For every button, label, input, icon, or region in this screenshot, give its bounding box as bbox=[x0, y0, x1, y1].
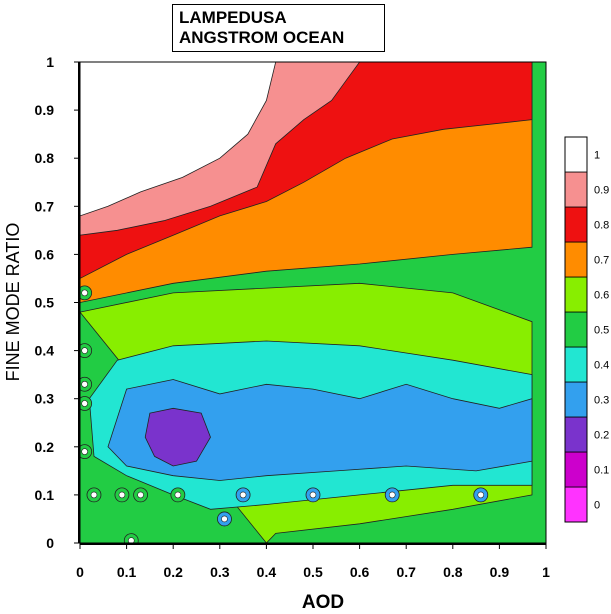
contour-spot-center-3 bbox=[137, 491, 144, 499]
y-tick-label-0: 0 bbox=[46, 535, 54, 551]
colorbar-label-2: 0.2 bbox=[594, 430, 609, 442]
colorbar-label-5: 0.5 bbox=[594, 325, 609, 337]
colorbar-swatch-10 bbox=[564, 136, 588, 173]
x-axis-label: AOD bbox=[302, 592, 344, 613]
colorbar-swatch-3 bbox=[564, 381, 588, 418]
x-tick-label-2: 0.2 bbox=[163, 564, 183, 580]
contour-spot-center-12 bbox=[309, 491, 317, 499]
y-tick-label-1: 0.1 bbox=[35, 487, 55, 503]
x-tick-label-8: 0.8 bbox=[443, 564, 463, 580]
y-tick-label-7: 0.7 bbox=[35, 198, 55, 214]
x-tick-label-1: 0.1 bbox=[117, 564, 137, 580]
colorbar-swatch-1 bbox=[564, 451, 588, 488]
colorbar-label-9: 0.9 bbox=[594, 185, 609, 197]
x-tick-label-9: 0.9 bbox=[490, 564, 510, 580]
contour-spot-center-14 bbox=[477, 491, 485, 499]
contour-spot-center-6 bbox=[81, 400, 88, 407]
contour-band-4 bbox=[80, 62, 277, 217]
y-tick-label-4: 0.4 bbox=[35, 343, 55, 359]
colorbar-swatch-8 bbox=[564, 206, 588, 243]
colorbar-swatch-4 bbox=[564, 346, 588, 383]
chart-title-box: LAMPEDUSA ANGSTROM OCEAN bbox=[172, 4, 385, 52]
y-tick-label-2: 0.2 bbox=[35, 439, 55, 455]
x-tick-label-4: 0.4 bbox=[257, 564, 277, 580]
x-tick-label-7: 0.7 bbox=[396, 564, 416, 580]
colorbar-frame bbox=[564, 136, 588, 523]
colorbar-label-4: 0.4 bbox=[594, 360, 609, 372]
colorbar-swatch-5 bbox=[564, 311, 588, 348]
y-tick-label-3: 0.3 bbox=[35, 391, 55, 407]
y-tick-label-8: 0.8 bbox=[35, 150, 55, 166]
y-tick-label-5: 0.5 bbox=[35, 295, 55, 311]
contour-band-7 bbox=[144, 407, 211, 467]
contour-spot-center-7 bbox=[81, 380, 88, 388]
contour-band-6 bbox=[107, 379, 533, 481]
colorbar-swatch-0 bbox=[564, 486, 588, 523]
contour-spot-center-9 bbox=[81, 289, 88, 297]
contour-spot-center-5 bbox=[81, 448, 88, 455]
colorbar-swatch-9 bbox=[564, 171, 588, 208]
colorbar-swatch-7 bbox=[564, 241, 588, 278]
y-tick-label-6: 0.6 bbox=[35, 246, 55, 262]
contour-spot-center-8 bbox=[81, 347, 88, 354]
colorbar-label-8: 0.8 bbox=[594, 220, 609, 232]
colorbar-label-6: 0.6 bbox=[594, 290, 609, 302]
colorbar-label-1: 0.1 bbox=[594, 465, 609, 477]
contour-spot-center-1 bbox=[90, 491, 98, 499]
chart-title-line-1: LAMPEDUSA bbox=[179, 8, 287, 27]
colorbar-label-7: 0.7 bbox=[594, 255, 609, 267]
contour-spot-center-13 bbox=[388, 491, 396, 499]
colorbar-swatch-6 bbox=[564, 276, 588, 313]
contour-spot-center-11 bbox=[239, 491, 247, 499]
x-tick-label-5: 0.5 bbox=[303, 564, 323, 580]
x-tick-label-0: 0 bbox=[76, 564, 84, 580]
x-tick-label-6: 0.6 bbox=[350, 564, 370, 580]
contour-spot-center-10 bbox=[221, 515, 228, 523]
colorbar-label-0: 0 bbox=[594, 500, 600, 512]
contour-spot-center-2 bbox=[118, 491, 126, 499]
contour-spot-center-4 bbox=[174, 491, 182, 499]
colorbar-label-10: 1 bbox=[594, 150, 600, 162]
x-tick-label-10: 1 bbox=[542, 564, 550, 580]
y-tick-label-9: 0.9 bbox=[35, 102, 55, 118]
y-axis-label: FINE MODE RATIO bbox=[3, 223, 23, 382]
colorbar-label-3: 0.3 bbox=[594, 395, 609, 407]
chart-title-line-2: ANGSTROM OCEAN bbox=[179, 28, 345, 47]
y-tick-label-10: 1 bbox=[46, 54, 54, 70]
colorbar-swatch-2 bbox=[564, 416, 588, 453]
x-tick-label-3: 0.3 bbox=[210, 564, 230, 580]
contour-spot-center-0 bbox=[127, 537, 135, 543]
